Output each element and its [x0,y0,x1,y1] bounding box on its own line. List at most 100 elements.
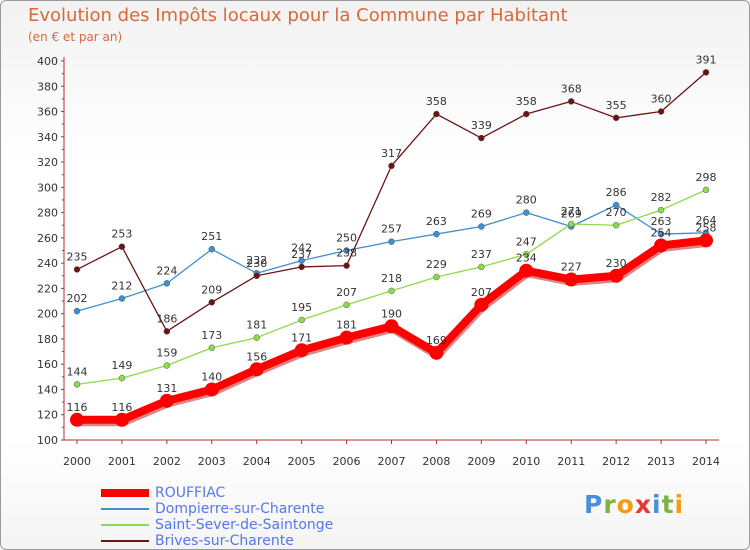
legend-swatch [101,508,149,510]
legend-item: Brives-sur-Charente [101,533,333,549]
legend-label: Saint-Sever-de-Saintonge [155,517,334,533]
data-label: 202 [67,292,88,305]
data-label: 195 [291,301,312,314]
data-point [523,209,530,216]
data-point [702,69,710,76]
x-tick-label: 2009 [467,455,495,468]
data-label: 247 [516,235,537,248]
data-point [294,343,309,358]
data-point [298,263,305,271]
data-point [298,257,305,264]
data-label: 156 [246,350,267,363]
data-label: 271 [561,205,582,218]
y-tick-label: 360 [37,106,58,119]
data-point [433,273,440,281]
data-point [208,299,216,306]
data-point [73,381,81,388]
data-label: 317 [381,147,402,160]
data-point [208,344,216,352]
x-tick-label: 2008 [422,455,450,468]
y-tick-label: 120 [37,409,58,422]
data-label: 368 [561,82,582,95]
data-point [478,223,485,230]
data-label: 229 [426,258,447,271]
data-point [163,280,171,287]
data-point [249,362,264,377]
data-label: 232 [246,254,267,267]
y-tick-label: 140 [37,383,58,396]
data-label: 186 [156,312,177,325]
logo-letter: x [634,490,652,519]
data-label: 258 [696,221,717,234]
data-label: 212 [111,280,132,293]
data-point [208,245,216,253]
data-label: 254 [651,226,672,239]
data-point [298,316,305,324]
data-label: 116 [111,401,132,414]
data-label: 235 [67,250,88,263]
data-label: 298 [696,171,717,184]
y-tick-label: 260 [37,232,58,245]
data-point [433,110,440,118]
data-label: 159 [156,346,177,359]
data-label: 286 [606,186,627,199]
data-point [699,233,713,248]
data-point [204,382,219,397]
logo-letter: i [652,490,662,519]
data-label: 339 [471,119,492,132]
y-tick-label: 380 [37,80,58,93]
x-tick-label: 2010 [512,455,540,468]
y-tick-label: 400 [37,55,58,68]
data-point [564,272,579,287]
data-point [159,393,174,408]
data-label: 360 [651,93,672,106]
data-label: 171 [291,331,312,344]
data-point [478,263,485,271]
data-label: 242 [291,242,312,255]
data-label: 131 [156,382,177,395]
x-tick-label: 2005 [288,455,316,468]
chart-series [70,69,713,427]
logo-letter: i [674,490,685,519]
legend-item: ROUFFIAC [101,485,333,501]
data-point [343,301,350,309]
data-label: 230 [606,257,627,270]
data-label: 250 [336,232,357,245]
logo-letter: r [603,490,617,519]
x-tick-label: 2006 [333,455,361,468]
legend-swatch [101,489,149,497]
data-label: 181 [336,319,357,332]
data-point [339,330,354,345]
x-tick-label: 2012 [602,455,630,468]
legend-swatch [101,524,149,526]
data-point [118,243,126,250]
data-point [253,334,260,341]
data-point [567,220,575,228]
data-label: 190 [381,307,402,320]
data-point [114,412,129,427]
data-label: 224 [156,264,177,277]
data-point [73,307,81,315]
data-label: 358 [426,95,447,108]
data-label: 282 [651,191,672,204]
data-label: 253 [111,228,132,241]
data-point [73,266,81,273]
y-tick-label: 280 [37,207,58,220]
data-point [657,206,665,214]
legend-item: Saint-Sever-de-Saintonge [101,517,333,533]
data-point [567,98,575,105]
x-tick-label: 2007 [378,455,406,468]
data-point [163,362,171,369]
data-label: 263 [426,215,447,228]
logo-letter: P [584,490,604,519]
data-point [523,110,530,118]
y-tick-label: 160 [37,358,58,371]
chart-axes: 100 120 140 160 180 200 220 240 260 280 300 320 340 3… [37,55,720,468]
x-tick-label: 2001 [108,455,136,468]
logo-letter: t [661,490,675,519]
data-point [343,262,350,269]
y-tick-label: 300 [37,181,58,194]
data-point [519,263,534,278]
